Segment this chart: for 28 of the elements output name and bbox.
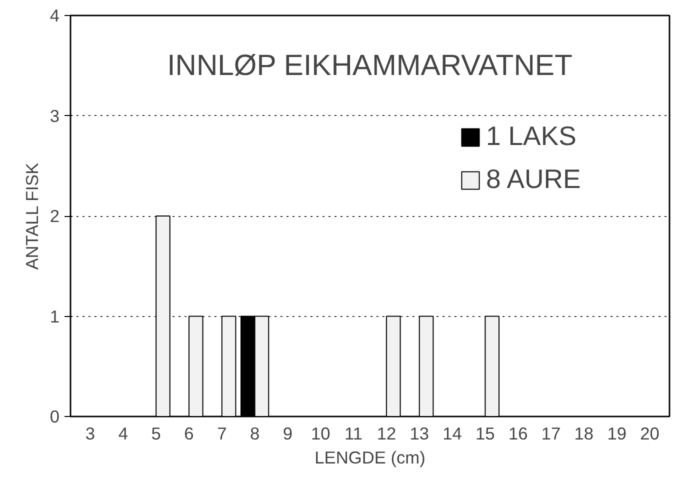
x-tick-label: 9 <box>282 424 293 444</box>
x-axis-title: LENGDE (cm) <box>314 448 426 468</box>
x-tick-label: 4 <box>118 424 128 444</box>
x-tick-label: 5 <box>151 424 161 444</box>
y-tick-label: 1 <box>50 306 60 326</box>
x-tick-label: 3 <box>85 424 96 444</box>
x-tick-label: 15 <box>476 424 495 444</box>
legend-label: 1 LAKS <box>486 121 576 152</box>
x-tick-label: 10 <box>310 424 330 444</box>
x-tick-label: 11 <box>344 424 363 444</box>
y-tick-label: 3 <box>50 106 60 126</box>
x-tick-label: 19 <box>607 424 626 444</box>
text: INNLØP EIKHAMMARVATNET <box>167 49 572 82</box>
x-tick-label: 14 <box>442 424 462 444</box>
x-tick-label: 16 <box>508 424 528 444</box>
y-tick-label: 2 <box>50 206 60 226</box>
y-tick-label: 4 <box>50 6 60 26</box>
x-tick-label: 18 <box>574 424 594 444</box>
y-tick-label: 0 <box>50 406 60 426</box>
x-tick-label: 13 <box>410 424 430 444</box>
x-tick-label: 17 <box>541 424 561 444</box>
x-tick-label: 20 <box>640 424 660 444</box>
x-tick-label: 7 <box>217 424 227 444</box>
y-axis-title: ANTALL FISK <box>22 162 42 270</box>
legend-label: 8 AURE <box>486 164 581 195</box>
x-tick-label: 12 <box>376 424 396 444</box>
x-tick-label: 8 <box>250 424 260 444</box>
x-tick-label: 6 <box>184 424 194 444</box>
